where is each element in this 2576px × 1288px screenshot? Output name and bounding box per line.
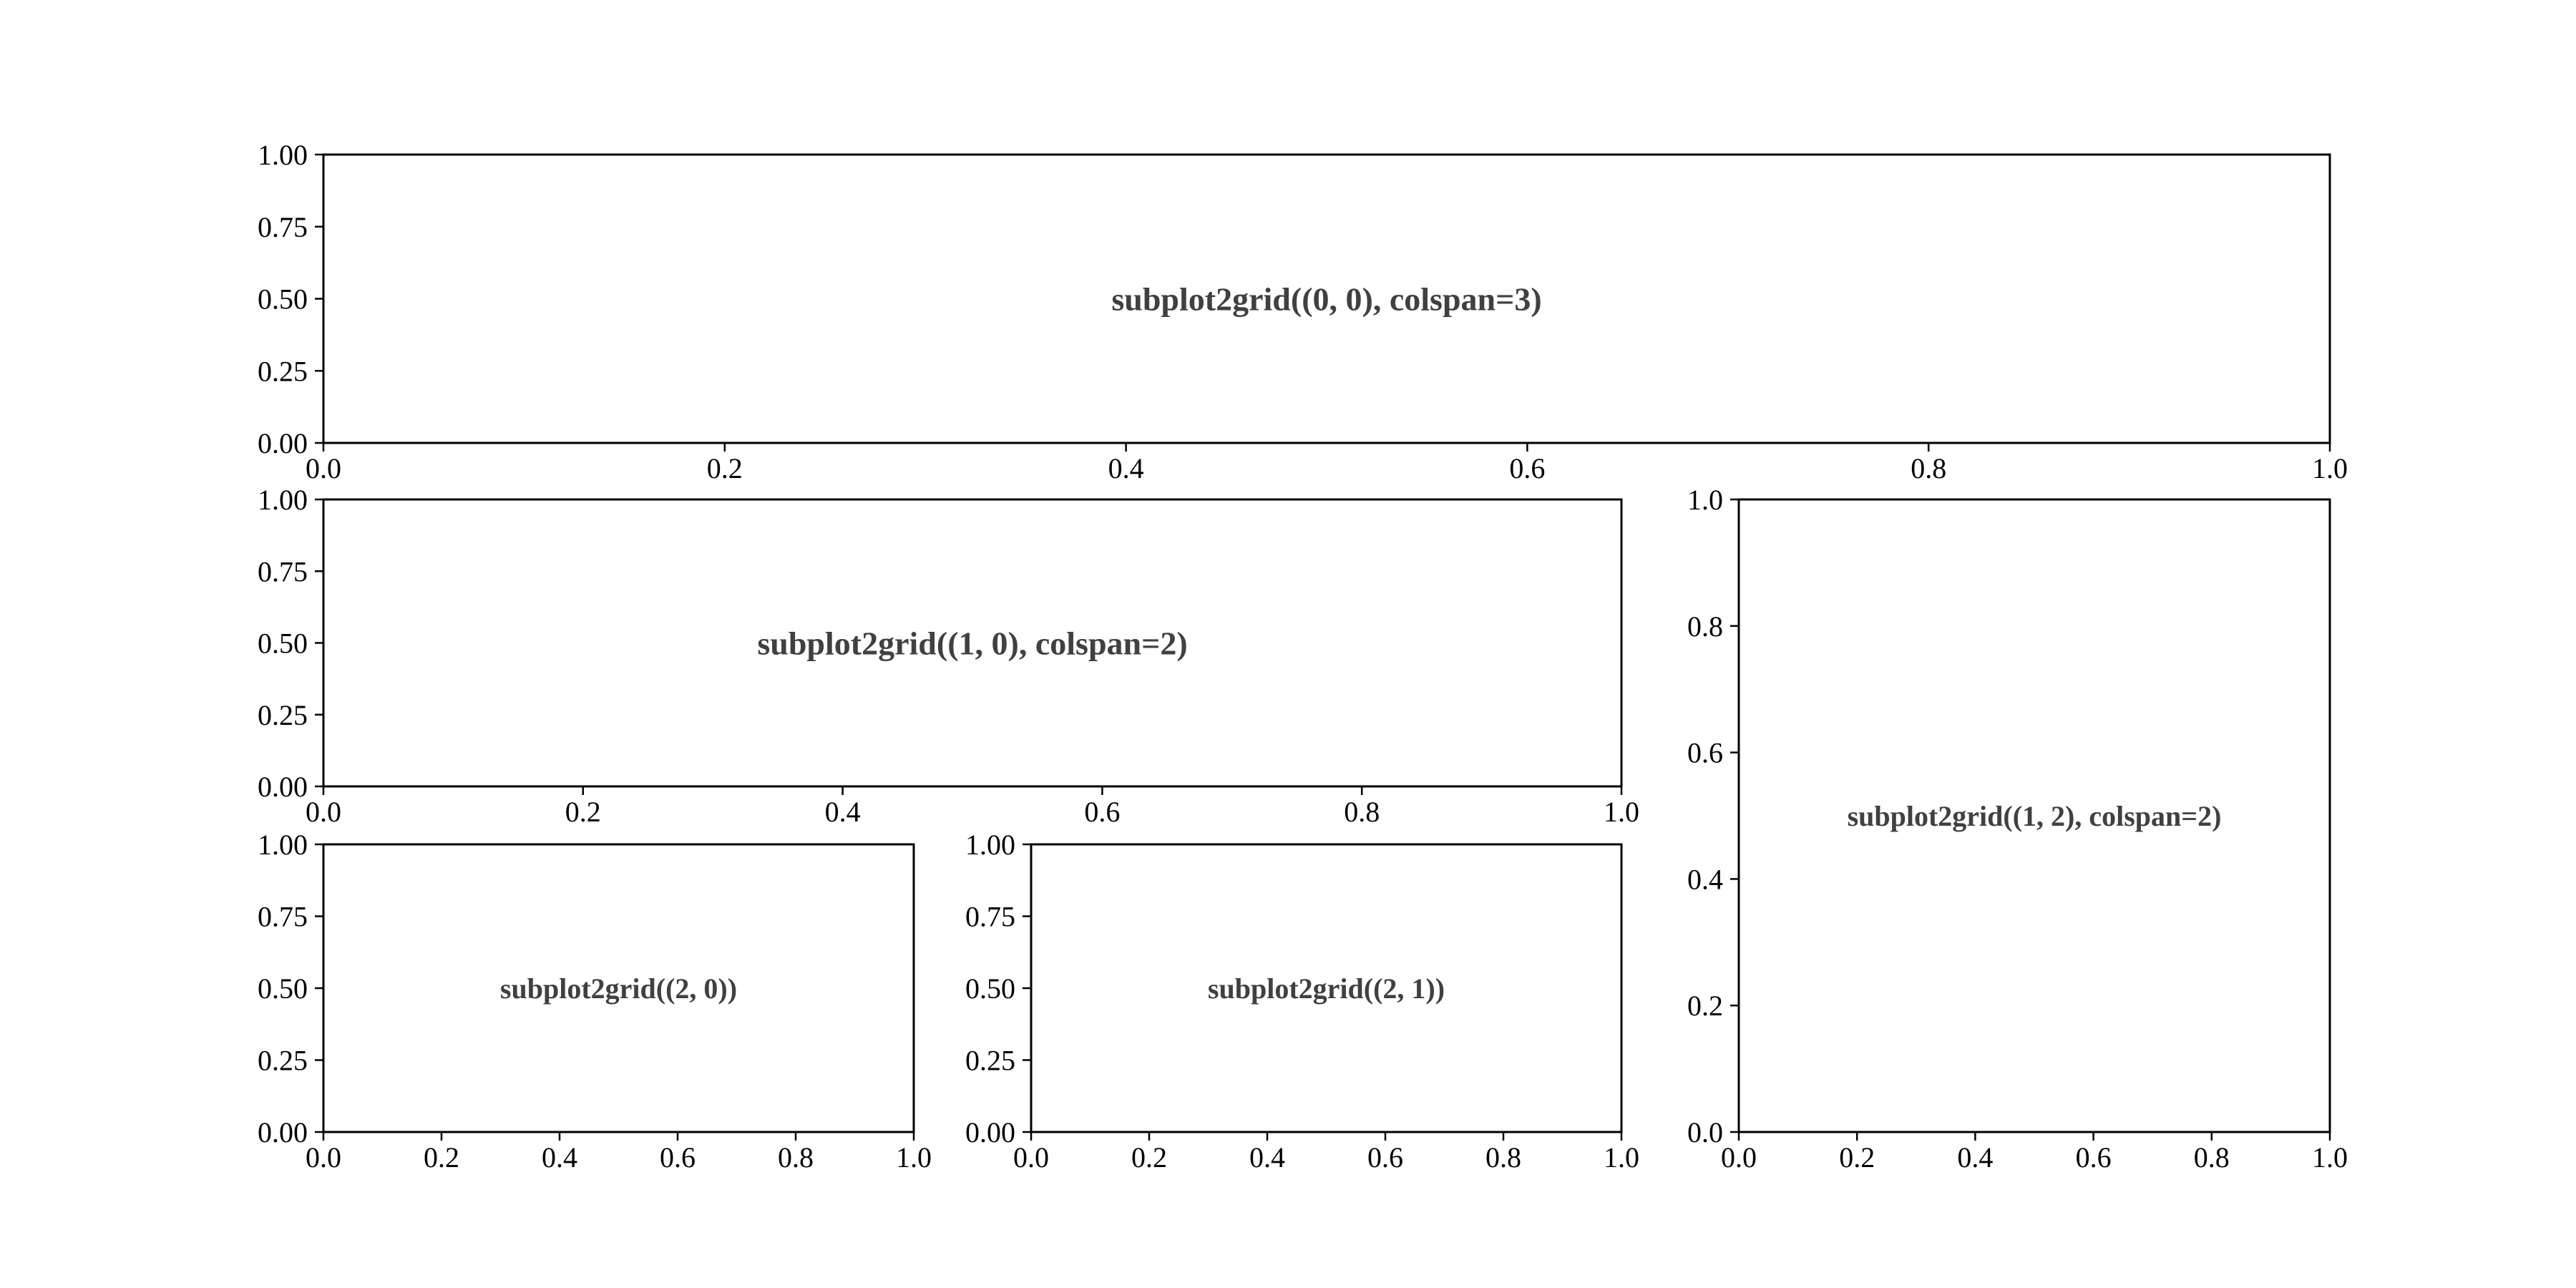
x-tick-label: 0.8 xyxy=(1485,1141,1521,1174)
y-tick-label: 0.50 xyxy=(965,972,1015,1005)
axes-frame xyxy=(1737,498,2331,1133)
y-tick-label: 0.00 xyxy=(258,771,308,803)
y-tick-label: 0.75 xyxy=(258,901,308,933)
y-tick-label: 0.8 xyxy=(1687,610,1723,643)
x-tick-label: 0.2 xyxy=(565,796,601,828)
x-tick-label: 1.0 xyxy=(1604,796,1639,828)
y-tick-label: 0.50 xyxy=(258,972,308,1005)
x-tick-label: 0.2 xyxy=(707,452,743,484)
x-tick-label: 0.0 xyxy=(306,796,341,828)
y-tick-label: 0.0 xyxy=(1687,1116,1723,1148)
y-tick-label: 0.6 xyxy=(1687,737,1723,769)
x-tick-label: 0.4 xyxy=(1249,1141,1285,1174)
x-tick-label: 1.0 xyxy=(2312,452,2348,484)
panel-annotation: subplot2grid((2, 0)) xyxy=(500,972,737,1005)
x-tick-label: 0.2 xyxy=(1131,1141,1167,1174)
x-tick-label: 1.0 xyxy=(896,1141,932,1174)
x-tick-label: 0.0 xyxy=(1721,1141,1757,1174)
panel-bottom-left: 0.0 0.2 0.4 0.6 0.8 1.0 0.00 0.25 0.50 0.75 1.00 su… xyxy=(258,829,932,1174)
x-tick-label: 0.0 xyxy=(306,1141,341,1174)
y-tick-label: 1.0 xyxy=(1687,484,1723,516)
y-tick-label: 1.00 xyxy=(258,484,308,516)
x-tick-label: 0.4 xyxy=(1957,1141,1993,1174)
y-tick-label: 1.00 xyxy=(258,139,308,171)
y-tick-label: 0.4 xyxy=(1687,863,1723,895)
panel-middle-left: 0.0 0.2 0.4 0.6 0.8 1.0 0.00 0.25 0.50 0.75 1.00 su… xyxy=(258,484,1639,828)
panel-bottom-middle: 0.0 0.2 0.4 0.6 0.8 1.0 0.00 0.25 0.50 0.75 1.00 su… xyxy=(965,829,1639,1174)
y-tick-label: 0.25 xyxy=(258,1045,308,1077)
panel-annotation: subplot2grid((2, 1)) xyxy=(1208,972,1445,1005)
x-tick-label: 0.4 xyxy=(542,1141,577,1174)
x-tick-label: 0.8 xyxy=(1344,796,1380,828)
x-tick-label: 0.6 xyxy=(2076,1141,2112,1174)
x-tick-label: 0.8 xyxy=(1911,452,1946,484)
x-tick-label: 0.8 xyxy=(2194,1141,2230,1174)
x-tick-label: 0.8 xyxy=(778,1141,814,1174)
y-tick-label: 0.75 xyxy=(258,555,308,587)
x-tick-label: 0.6 xyxy=(1367,1141,1403,1174)
panel-annotation: subplot2grid((1, 0), colspan=2) xyxy=(757,625,1187,662)
x-tick-label: 0.6 xyxy=(1509,452,1545,484)
x-tick-label: 1.0 xyxy=(1604,1141,1639,1174)
y-tick-label: 0.00 xyxy=(258,1116,308,1148)
x-tick-label: 0.4 xyxy=(825,796,861,828)
x-tick-label: 0.6 xyxy=(1084,796,1120,828)
y-tick-label: 0.25 xyxy=(258,355,308,387)
y-tick-label: 0.50 xyxy=(258,628,308,660)
panel-top: 0.0 0.2 0.4 0.6 0.8 1.0 0.00 0.25 0.50 0.75 1.00 su… xyxy=(258,139,2348,484)
y-tick-label: 0.75 xyxy=(258,211,308,243)
panel-annotation: subplot2grid((0, 0), colspan=3) xyxy=(1111,281,1541,318)
x-tick-label: 0.4 xyxy=(1108,452,1144,484)
y-tick-label: 0.00 xyxy=(258,427,308,459)
panel-right: 0.0 0.2 0.4 0.6 0.8 1.0 0.0 0.2 0.4 0.6 0.8 1.0 subp… xyxy=(1687,484,2348,1174)
y-tick-label: 0.2 xyxy=(1687,990,1723,1022)
x-tick-label: 0.0 xyxy=(306,452,341,484)
y-tick-label: 0.50 xyxy=(258,283,308,316)
x-tick-label: 1.0 xyxy=(2312,1141,2348,1174)
y-tick-label: 0.75 xyxy=(965,901,1015,933)
y-tick-label: 0.25 xyxy=(965,1045,1015,1077)
x-tick-label: 0.0 xyxy=(1013,1141,1049,1174)
x-tick-label: 0.2 xyxy=(424,1141,459,1174)
y-tick-label: 0.00 xyxy=(965,1116,1015,1148)
y-tick-label: 1.00 xyxy=(258,829,308,861)
x-tick-label: 0.6 xyxy=(660,1141,696,1174)
x-tick-label: 0.2 xyxy=(1839,1141,1875,1174)
y-tick-label: 1.00 xyxy=(965,829,1015,861)
panel-annotation: subplot2grid((1, 2), colspan=2) xyxy=(1848,800,2222,832)
y-tick-label: 0.25 xyxy=(258,699,308,731)
